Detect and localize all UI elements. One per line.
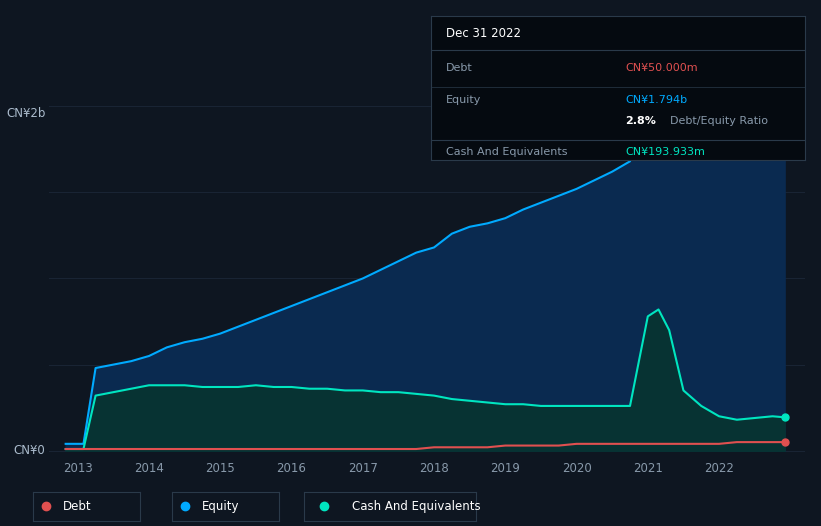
Text: CN¥2b: CN¥2b xyxy=(6,107,45,119)
Text: Debt/Equity Ratio: Debt/Equity Ratio xyxy=(670,116,768,126)
Text: CN¥1.794b: CN¥1.794b xyxy=(626,95,687,105)
Text: Cash And Equivalents: Cash And Equivalents xyxy=(352,500,480,513)
Text: CN¥0: CN¥0 xyxy=(14,444,45,457)
Text: CN¥193.933m: CN¥193.933m xyxy=(626,147,705,157)
Text: Dec 31 2022: Dec 31 2022 xyxy=(446,27,521,39)
Text: 2.8%: 2.8% xyxy=(626,116,656,126)
Text: CN¥50.000m: CN¥50.000m xyxy=(626,63,698,73)
Text: Equity: Equity xyxy=(202,500,240,513)
Text: Cash And Equivalents: Cash And Equivalents xyxy=(446,147,567,157)
Text: Debt: Debt xyxy=(62,500,91,513)
Text: Debt: Debt xyxy=(446,63,473,73)
Text: Equity: Equity xyxy=(446,95,481,105)
